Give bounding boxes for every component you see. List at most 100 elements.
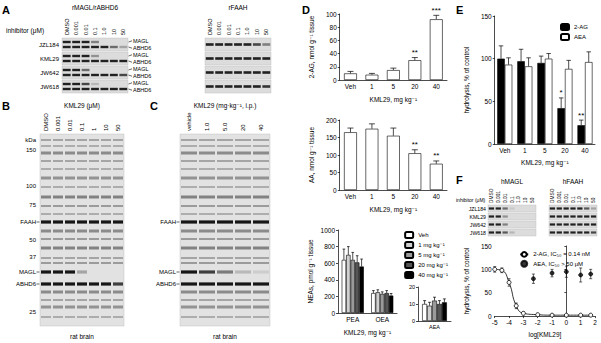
svg-text:KML29, mg kg⁻¹: KML29, mg kg⁻¹ bbox=[370, 96, 418, 104]
svg-text:-5: -5 bbox=[492, 319, 498, 326]
svg-text:1: 1 bbox=[370, 193, 374, 200]
svg-text:1: 1 bbox=[370, 83, 374, 90]
svg-text:-2: -2 bbox=[535, 319, 541, 326]
svg-text:1: 1 bbox=[523, 147, 527, 154]
svg-text:**: ** bbox=[412, 48, 418, 57]
svg-text:20: 20 bbox=[411, 193, 419, 200]
svg-text:**: ** bbox=[412, 140, 418, 149]
svg-text:0.01: 0.01 bbox=[226, 24, 232, 35]
svg-text:10: 10 bbox=[111, 29, 117, 35]
svg-text:1.0: 1.0 bbox=[101, 27, 107, 35]
svg-text:50: 50 bbox=[591, 197, 596, 203]
svg-text:KML29, mg kg⁻¹: KML29, mg kg⁻¹ bbox=[344, 329, 392, 337]
svg-text:80: 80 bbox=[330, 24, 338, 31]
svg-text:FAAH: FAAH bbox=[20, 219, 36, 225]
svg-text:150: 150 bbox=[26, 147, 37, 153]
svg-text:AA, nmol g⁻¹ tissue: AA, nmol g⁻¹ tissue bbox=[308, 127, 316, 184]
svg-text:ABHD6: ABHD6 bbox=[133, 73, 151, 79]
svg-text:600: 600 bbox=[324, 260, 335, 267]
svg-text:40: 40 bbox=[258, 124, 264, 131]
svg-text:JW618: JW618 bbox=[40, 84, 59, 90]
svg-text:400: 400 bbox=[324, 276, 335, 283]
svg-text:50: 50 bbox=[29, 237, 36, 243]
svg-text:MAGL: MAGL bbox=[133, 52, 149, 58]
svg-text:AEA: AEA bbox=[429, 324, 440, 330]
svg-text:50: 50 bbox=[485, 289, 493, 296]
svg-text:20: 20 bbox=[240, 124, 246, 131]
svg-text:20: 20 bbox=[330, 63, 338, 70]
svg-text:B: B bbox=[2, 100, 10, 112]
svg-text:100: 100 bbox=[481, 266, 492, 273]
svg-text:*: * bbox=[560, 88, 563, 97]
svg-text:0.1: 0.1 bbox=[235, 27, 241, 35]
svg-text:**: ** bbox=[433, 151, 439, 160]
svg-text:log[KML29]: log[KML29] bbox=[528, 331, 561, 339]
svg-text:ABHD6: ABHD6 bbox=[133, 45, 151, 51]
svg-text:C: C bbox=[150, 100, 158, 112]
svg-text:1.0: 1.0 bbox=[577, 196, 582, 203]
svg-text:Veh: Veh bbox=[418, 232, 428, 238]
svg-text:-4: -4 bbox=[506, 319, 512, 326]
svg-text:MAGL: MAGL bbox=[133, 80, 149, 86]
svg-text:1.0: 1.0 bbox=[244, 27, 250, 35]
svg-text:KML29 (μM): KML29 (μM) bbox=[64, 102, 100, 110]
svg-text:50: 50 bbox=[120, 29, 126, 35]
svg-text:800: 800 bbox=[324, 243, 335, 250]
svg-text:OEA: OEA bbox=[375, 316, 389, 323]
svg-text:0: 0 bbox=[412, 318, 415, 324]
svg-text:0.1: 0.1 bbox=[510, 196, 515, 203]
svg-text:10: 10 bbox=[103, 124, 109, 131]
svg-text:40: 40 bbox=[433, 83, 441, 90]
svg-text:0: 0 bbox=[565, 319, 569, 326]
svg-text:10: 10 bbox=[584, 197, 589, 203]
svg-text:hydrolysis, % of control: hydrolysis, % of control bbox=[463, 46, 471, 113]
svg-text:2-AG: 2-AG bbox=[574, 24, 588, 30]
svg-text:DMSO: DMSO bbox=[64, 18, 70, 35]
svg-text:D: D bbox=[302, 4, 310, 16]
svg-text:0.001: 0.001 bbox=[496, 191, 501, 203]
svg-text:50: 50 bbox=[485, 98, 493, 105]
svg-text:40: 40 bbox=[330, 50, 338, 57]
svg-text:50: 50 bbox=[330, 169, 338, 176]
svg-text:25: 25 bbox=[29, 309, 36, 315]
svg-text:5: 5 bbox=[392, 193, 396, 200]
svg-text:0: 0 bbox=[333, 77, 337, 84]
svg-text:50: 50 bbox=[530, 197, 535, 203]
svg-text:MAGL: MAGL bbox=[133, 66, 149, 72]
svg-text:0.001: 0.001 bbox=[55, 115, 61, 131]
svg-text:1 mg kg⁻¹: 1 mg kg⁻¹ bbox=[418, 242, 445, 248]
svg-text:DMSO: DMSO bbox=[207, 18, 213, 35]
svg-text:5.0: 5.0 bbox=[222, 122, 228, 131]
svg-text:2: 2 bbox=[593, 319, 597, 326]
svg-text:5 mg kg⁻¹: 5 mg kg⁻¹ bbox=[418, 252, 445, 258]
svg-text:KML29, mg kg⁻¹: KML29, mg kg⁻¹ bbox=[370, 206, 418, 214]
svg-text:rat brain: rat brain bbox=[70, 333, 94, 340]
svg-text:***: *** bbox=[432, 6, 441, 15]
svg-text:0.01: 0.01 bbox=[503, 193, 508, 203]
svg-text:0: 0 bbox=[333, 187, 337, 194]
svg-text:40: 40 bbox=[433, 193, 441, 200]
svg-text:hydrolysis, % of control: hydrolysis, % of control bbox=[463, 247, 471, 314]
svg-text:NEAs, pmol g⁻¹ tissue: NEAs, pmol g⁻¹ tissue bbox=[307, 239, 315, 304]
svg-text:FAAH: FAAH bbox=[160, 219, 176, 225]
svg-text:JZL184: JZL184 bbox=[469, 206, 486, 212]
svg-text:ABHD6: ABHD6 bbox=[16, 281, 37, 287]
svg-text:Veh: Veh bbox=[345, 83, 357, 90]
svg-text:ABHD6: ABHD6 bbox=[156, 281, 177, 287]
svg-text:rMAGL/rABHD6: rMAGL/rABHD6 bbox=[72, 4, 119, 11]
svg-text:5: 5 bbox=[392, 83, 396, 90]
svg-text:F: F bbox=[456, 174, 463, 186]
svg-text:150: 150 bbox=[481, 13, 492, 20]
svg-text:100: 100 bbox=[26, 183, 37, 189]
svg-text:5: 5 bbox=[543, 147, 547, 154]
svg-text:1: 1 bbox=[579, 319, 583, 326]
svg-text:37: 37 bbox=[29, 254, 36, 260]
svg-text:200: 200 bbox=[326, 117, 337, 124]
svg-text:vehicle: vehicle bbox=[186, 112, 192, 131]
svg-text:AEA: AEA bbox=[574, 34, 586, 40]
svg-text:KML29, mg kg⁻¹: KML29, mg kg⁻¹ bbox=[521, 159, 569, 167]
svg-text:AEA, IC₅₀ > 50 μM: AEA, IC₅₀ > 50 μM bbox=[533, 261, 583, 267]
svg-text:150: 150 bbox=[481, 243, 492, 250]
svg-text:0.001: 0.001 bbox=[73, 21, 79, 35]
svg-text:0.1: 0.1 bbox=[92, 27, 98, 35]
